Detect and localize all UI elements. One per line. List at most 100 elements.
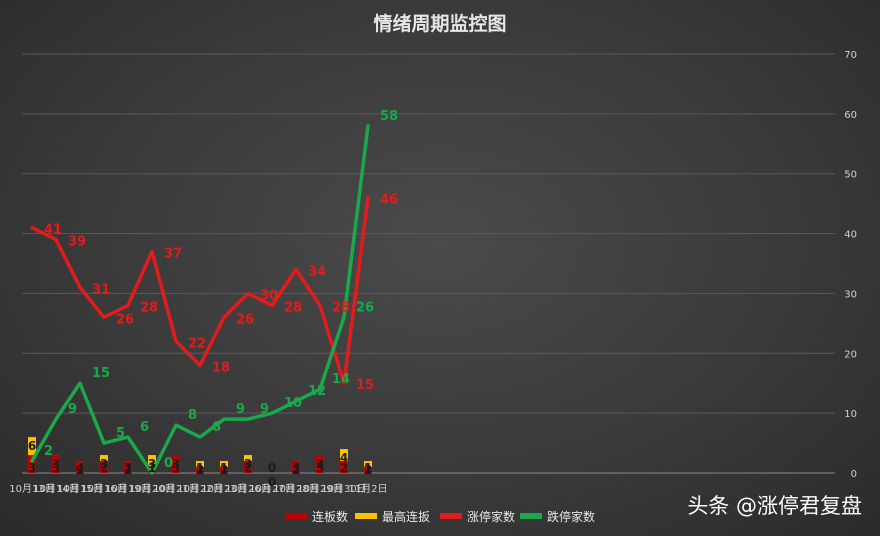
data-label-limit-down: 9	[236, 402, 245, 417]
data-label-max-board: 2	[76, 463, 84, 477]
data-label-limit-up: 15	[356, 378, 374, 393]
data-label-max-board: 2	[124, 463, 132, 477]
line-series-group	[30, 124, 370, 475]
data-label-limit-up: 39	[68, 235, 86, 250]
bar-series-group	[28, 437, 372, 473]
data-label-limit-up: 18	[212, 360, 230, 375]
y-tick-label: 40	[844, 230, 857, 241]
x-tick-label: 10月26日	[225, 483, 270, 495]
data-label-max-board: 3	[172, 457, 180, 471]
data-label-limit-down: 15	[92, 366, 110, 381]
data-label-limit-down: 6	[212, 420, 221, 435]
data-label-limit-down: 9	[68, 402, 77, 417]
legend-swatch	[520, 513, 542, 519]
data-label-limit-down: 12	[308, 384, 326, 399]
limit-up-line	[30, 195, 370, 385]
data-label-max-board: 6	[28, 439, 36, 453]
data-label-limit-up: 26	[236, 312, 254, 327]
data-label-limit-down: 58	[380, 109, 398, 124]
legend-label: 涨停家数	[467, 509, 515, 524]
data-label-max-board: 3	[52, 457, 60, 471]
data-label-limit-up: 30	[260, 288, 278, 303]
y-axis: 0 10 20 30 40 50 60 70	[844, 50, 857, 480]
data-label-limit-up: 37	[164, 247, 182, 262]
data-label-limit-up: 22	[188, 336, 206, 351]
bar-limit-board	[76, 461, 84, 473]
y-tick-label: 0	[851, 469, 857, 480]
bar-limit-board	[196, 467, 204, 473]
bar-max-board	[148, 455, 156, 473]
limit-down-line	[30, 124, 370, 475]
data-label-max-board: 2	[220, 463, 228, 477]
legend-label: 连板数	[312, 509, 348, 524]
data-label-limit-up: 46	[380, 193, 398, 208]
chart-title: 情绪周期监控图	[373, 12, 506, 35]
x-tick-label: 10月13日	[9, 483, 54, 495]
legend: 连板数 最高连扳 涨停家数 跌停家数	[285, 509, 595, 524]
data-label-max-board: 2	[364, 463, 372, 477]
x-tick-label: 10月22日	[177, 483, 222, 495]
x-tick-label: 10月30日	[321, 483, 366, 495]
x-tick-label: 10月23日	[201, 483, 246, 495]
data-label-limit-up: 31	[92, 282, 110, 297]
bar-limit-board	[220, 467, 228, 473]
data-label-limit-up: 34	[308, 264, 326, 279]
y-tick-label: 60	[844, 110, 857, 121]
bar-limit-board	[172, 455, 180, 473]
legend-label: 跌停家数	[547, 509, 595, 524]
data-label-limit-board: 1	[196, 461, 204, 475]
x-tick-label: 10月19日	[105, 483, 150, 495]
data-label-limit-board: 1	[364, 461, 372, 475]
x-tick-label: 10月29日	[297, 483, 342, 495]
y-tick-label: 10	[844, 409, 857, 420]
data-label-limit-board: 2	[244, 461, 252, 475]
y-tick-label: 50	[844, 170, 857, 181]
legend-label: 最高连扳	[382, 509, 430, 524]
bar-limit-board	[124, 461, 132, 473]
bar-limit-board	[292, 461, 300, 473]
data-label-limit-down: 10	[284, 396, 302, 411]
data-label-limit-board: 1	[220, 461, 228, 475]
y-tick-label: 30	[844, 289, 857, 300]
data-label-limit-down: 5	[116, 426, 125, 441]
data-label-limit-down: 26	[356, 300, 374, 315]
data-label-limit-up: 26	[116, 312, 134, 327]
data-label-limit-board: 3	[28, 461, 36, 475]
data-label-max-board: 3	[100, 457, 108, 471]
bar-limit-board	[28, 455, 36, 473]
watermark: 头条 @涨停君复盘	[687, 494, 862, 518]
data-label-limit-up: 28	[140, 300, 158, 315]
data-label-limit-board: 3	[172, 461, 180, 475]
data-label-limit-board: 0	[268, 461, 276, 475]
bar-limit-board	[244, 461, 252, 473]
legend-swatch	[440, 513, 462, 519]
data-label-max-board: 3	[244, 457, 252, 471]
y-tick-label: 70	[844, 50, 857, 61]
y-tick-label: 20	[844, 349, 857, 360]
legend-swatch	[285, 513, 307, 519]
data-label-limit-down: 14	[332, 372, 350, 387]
x-tick-label: 10月21日	[153, 483, 198, 495]
data-label-limit-board: 5	[316, 461, 324, 475]
data-label-limit-up: 28	[284, 300, 302, 315]
x-tick-label: 11月2日	[348, 483, 387, 495]
legend-swatch	[355, 513, 377, 519]
x-axis: 10月13日10月14日10月15日10月16日10月19日10月20日10月2…	[9, 483, 387, 495]
data-label-limit-board: 2	[100, 461, 108, 475]
data-label-limit-down: 8	[188, 408, 197, 423]
x-tick-label: 10月20日	[129, 483, 174, 495]
data-label-limit-board: 3	[52, 461, 60, 475]
data-label-limit-down: 6	[140, 420, 149, 435]
data-label-max-board: 0	[268, 475, 276, 489]
x-tick-label: 10月16日	[81, 483, 126, 495]
data-label-limit-down: 2	[44, 444, 53, 459]
bar-limit-board	[52, 455, 60, 473]
bar-limit-board	[340, 461, 348, 473]
data-label-limit-up: 28	[332, 300, 350, 315]
bar-limit-board	[316, 455, 324, 473]
data-label-limit-board: 4	[76, 461, 84, 475]
data-label-max-board: 3	[148, 457, 156, 471]
data-label-limit-down: 9	[260, 402, 269, 417]
x-tick-label: 10月15日	[57, 483, 102, 495]
